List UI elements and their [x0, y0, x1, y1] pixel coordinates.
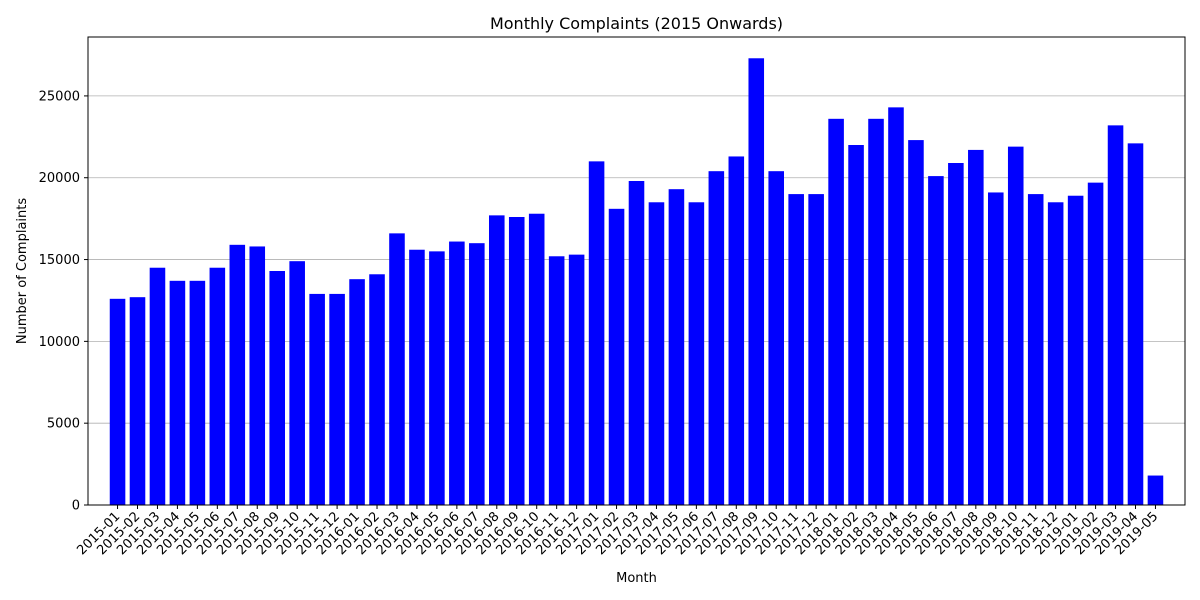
bar-2018-05 [908, 140, 924, 505]
y-tick-label: 5000 [47, 417, 80, 432]
y-tick-label: 0 [72, 499, 80, 514]
bars [110, 58, 1163, 505]
bar-2017-08 [729, 156, 745, 505]
bar-2018-02 [848, 145, 864, 505]
bar-2017-01 [589, 161, 605, 505]
bar-2018-10 [1008, 147, 1024, 505]
bar-2017-02 [609, 209, 625, 505]
bar-2017-09 [748, 58, 764, 505]
bar-2015-04 [170, 281, 186, 505]
bar-2017-05 [669, 189, 685, 505]
bar-2016-10 [529, 214, 545, 505]
bar-2015-01 [110, 299, 126, 505]
y-axis-title: Number of Complaints [15, 198, 30, 344]
bar-2019-04 [1128, 143, 1144, 505]
bar-2019-01 [1068, 196, 1084, 505]
bar-2017-11 [788, 194, 804, 505]
bar-2018-11 [1028, 194, 1044, 505]
bar-2016-02 [369, 274, 385, 505]
bar-2018-09 [988, 192, 1004, 505]
bar-2019-03 [1108, 125, 1124, 505]
bar-2018-04 [888, 107, 904, 505]
x-axis-ticks: 2015-012015-022015-032015-042015-052015-… [74, 505, 1161, 558]
bar-2017-03 [629, 181, 645, 505]
bar-2018-01 [828, 119, 844, 505]
bar-2015-08 [249, 246, 265, 505]
y-tick-label: 15000 [39, 253, 80, 268]
bar-2015-09 [269, 271, 285, 505]
bar-2016-04 [409, 250, 425, 505]
y-tick-label: 10000 [39, 335, 80, 350]
x-axis-title: Month [616, 571, 657, 586]
bar-2018-08 [968, 150, 984, 505]
bar-2015-03 [150, 268, 166, 505]
y-axis-ticks: 0 5000 10000 15000 20000 25000 [39, 89, 88, 513]
bar-2017-10 [768, 171, 784, 505]
bar-2016-07 [469, 243, 485, 505]
bar-2019-05 [1148, 476, 1164, 505]
bar-2018-03 [868, 119, 884, 505]
bar-2015-11 [309, 294, 325, 505]
bar-2016-11 [549, 256, 565, 505]
bar-2015-05 [190, 281, 206, 505]
bar-2019-02 [1088, 183, 1104, 505]
bar-2018-06 [928, 176, 944, 505]
bar-2015-10 [289, 261, 305, 505]
bar-2018-07 [948, 163, 964, 505]
bar-2016-01 [349, 279, 365, 505]
bar-2016-12 [569, 255, 585, 505]
chart-title: Monthly Complaints (2015 Onwards) [490, 14, 783, 33]
bar-2015-07 [230, 245, 246, 505]
bar-2016-03 [389, 233, 405, 505]
bar-2016-05 [429, 251, 445, 505]
bar-2015-12 [329, 294, 345, 505]
bar-2017-06 [689, 202, 705, 505]
y-tick-label: 20000 [39, 171, 80, 186]
bar-2017-12 [808, 194, 824, 505]
bar-2015-06 [210, 268, 226, 505]
bar-2018-12 [1048, 202, 1064, 505]
bar-2017-07 [709, 171, 725, 505]
bar-2015-02 [130, 297, 146, 505]
bar-2016-09 [509, 217, 525, 505]
bar-2016-08 [489, 215, 505, 505]
bar-2017-04 [649, 202, 665, 505]
bar-2016-06 [449, 242, 465, 505]
y-tick-label: 25000 [39, 89, 80, 104]
